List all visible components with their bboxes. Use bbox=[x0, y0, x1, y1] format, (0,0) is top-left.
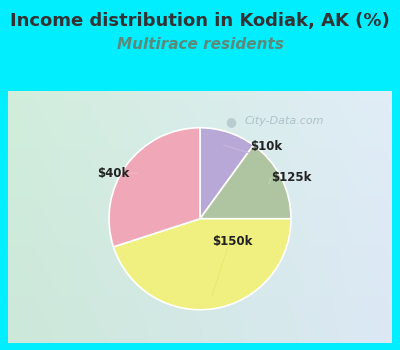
Text: $40k: $40k bbox=[97, 167, 129, 180]
Wedge shape bbox=[200, 128, 254, 219]
Text: $10k: $10k bbox=[250, 140, 282, 153]
Text: $150k: $150k bbox=[212, 235, 252, 248]
Wedge shape bbox=[114, 219, 291, 310]
Text: City-Data.com: City-Data.com bbox=[245, 116, 324, 126]
Text: Income distribution in Kodiak, AK (%): Income distribution in Kodiak, AK (%) bbox=[10, 12, 390, 30]
Text: ●: ● bbox=[225, 115, 236, 128]
Text: $125k: $125k bbox=[271, 171, 311, 184]
Wedge shape bbox=[200, 145, 291, 219]
Text: Multirace residents: Multirace residents bbox=[116, 37, 284, 52]
Wedge shape bbox=[109, 128, 200, 247]
